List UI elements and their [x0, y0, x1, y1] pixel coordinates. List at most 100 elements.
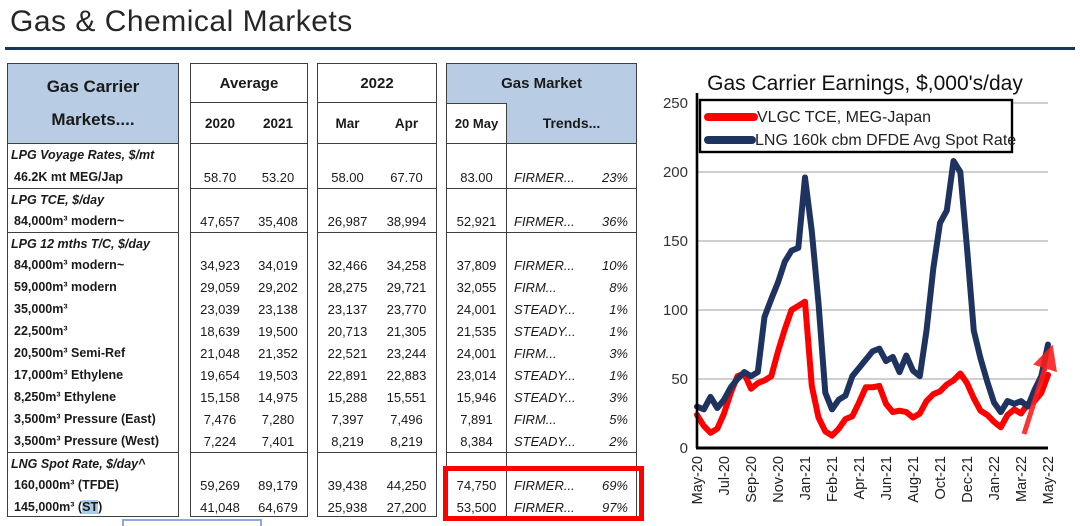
x-axis-tick: Jun-21 [879, 456, 895, 500]
header-2022: 2022 [318, 64, 436, 103]
item-row-label: 3,500m³ Pressure (West) [8, 430, 178, 452]
gas-carrier-earnings-chart: 0 50 100 150 200 250 May-20 Jul-20 Sep-20 Nov-20 J… [650, 60, 1080, 526]
trend-percent: 3% [609, 389, 628, 405]
value-cell: 34,923 [200, 257, 240, 273]
value-cell: 58.70 [203, 169, 237, 185]
item-row-label: 145,000m³ (ST) [8, 496, 178, 518]
value-cell: 53.20 [261, 169, 295, 185]
row-label: 20,500m³ Semi-Ref [14, 346, 126, 360]
value-cell: 22,521 [327, 345, 368, 361]
item-row-label: 3,500m³ Pressure (East) [8, 408, 178, 430]
value-cell: 14,975 [258, 389, 298, 405]
item-row-label: 160,000m³ (TFDE) [8, 474, 178, 496]
x-axis-tick: Nov-20 [771, 456, 787, 503]
section-row-label: LPG 12 mths T/C, $/day [8, 232, 178, 254]
gas-market-row: 23,014 STEADY... 1% [447, 364, 636, 386]
may-value-cell: 24,001 [447, 342, 507, 364]
x-axis-tick: Mar-22 [1014, 456, 1030, 502]
value-row: 47,657 35,408 [191, 210, 307, 232]
trend-text: STEADY... [514, 367, 576, 383]
value-cell: 67.70 [390, 169, 423, 185]
value-row: 7,476 7,280 [191, 408, 307, 430]
table-header-average: Average 2020 2021 [191, 64, 307, 144]
value-cell: 19,654 [200, 367, 240, 383]
trend-cell: FIRM... 5% [507, 412, 636, 427]
gas-market-row: 37,809 FIRMER... 10% [447, 254, 636, 276]
value-cell: 7,397 [331, 411, 364, 427]
trend-text: STEADY... [514, 301, 576, 317]
value-cell: 35,408 [258, 213, 298, 229]
x-axis-tick: Feb-21 [825, 456, 841, 502]
y2022-column-body: 58.00 67.70 26,987 38,994 32,466 34,258 28,275… [318, 144, 436, 518]
row-label: LPG TCE, $/day [11, 192, 105, 207]
y-axis-tick: 100 [663, 302, 688, 319]
gas-market-table: Gas Market 20 May Trends... 83.00 FIRMER.… [446, 63, 637, 518]
trend-text: FIRM... [514, 279, 557, 295]
trend-cell: STEADY... 1% [507, 368, 636, 383]
gas-carrier-markets-table: Gas Carrier Markets.... LPG Voyage Rates… [7, 63, 179, 517]
item-row-label: 46.2K mt MEG/Jap [8, 166, 178, 188]
trend-arrow [1021, 344, 1057, 435]
trend-percent: 10% [601, 257, 628, 273]
value-cell: 23,244 [386, 345, 427, 361]
value-cell: 7,224 [203, 433, 237, 449]
value-cell: 89,179 [258, 477, 298, 493]
value-cell: 21,048 [200, 345, 240, 361]
trend-percent: 1% [609, 301, 628, 317]
trend-percent: 8% [609, 279, 628, 295]
value-cell: 64,679 [258, 499, 298, 515]
trend-text: STEADY... [514, 323, 576, 339]
item-row-label: 17,000m³ Ethylene [8, 364, 178, 386]
value-row [318, 188, 436, 210]
value-cell: 23,770 [386, 301, 427, 317]
value-cell: 39,438 [327, 477, 368, 493]
trend-percent: 2% [609, 433, 628, 449]
trend-text: STEADY... [514, 389, 576, 405]
header-markets: Markets.... [51, 110, 135, 130]
item-row-label: 35,000m³ [8, 298, 178, 320]
year-2022-table: 2022 Mar Apr 58.00 67.70 26,987 38,994 32,46… [317, 63, 437, 517]
x-axis-tick: May-20 [690, 456, 706, 504]
value-cell: 22,883 [386, 367, 427, 383]
item-row-label: 84,000m³ modern~ [8, 210, 178, 232]
value-cell: 38,994 [386, 213, 427, 229]
may-value-cell: 7,891 [447, 408, 507, 430]
gas-market-row [447, 452, 636, 474]
value-row: 25,938 27,200 [318, 496, 436, 518]
value-cell: 27,200 [386, 499, 427, 515]
value-cell: 29,059 [200, 279, 240, 295]
trend-cell: FIRMER... 97% [507, 500, 636, 515]
value-row: 21,048 21,352 [191, 342, 307, 364]
value-row: 7,224 7,401 [191, 430, 307, 452]
gas-market-row: 83.00 FIRMER... 23% [447, 166, 636, 188]
value-cell: 47,657 [200, 213, 240, 229]
table-header-2022: 2022 Mar Apr [318, 64, 436, 144]
value-row [318, 144, 436, 166]
value-cell: 7,496 [390, 411, 423, 427]
trend-percent: 1% [609, 367, 628, 383]
y-axis-tick: 50 [671, 371, 688, 388]
value-row: 22,891 22,883 [318, 364, 436, 386]
value-cell: 7,401 [261, 433, 295, 449]
may-value-cell: 52,921 [447, 210, 507, 232]
table-header-gas-market: Gas Market 20 May Trends... [447, 64, 636, 144]
value-row [191, 144, 307, 166]
value-cell: 44,250 [386, 477, 427, 493]
trend-percent: 23% [601, 169, 628, 185]
value-row: 29,059 29,202 [191, 276, 307, 298]
header-gas-carrier: Gas Carrier [46, 76, 140, 96]
item-row-label: 8,250m³ Ethylene [8, 386, 178, 408]
may-value-cell [447, 233, 507, 254]
row-label: 84,000m³ modern~ [14, 258, 125, 272]
value-row: 15,158 14,975 [191, 386, 307, 408]
gas-market-row: 24,001 FIRM... 3% [447, 342, 636, 364]
page-title: Gas & Chemical Markets [10, 5, 353, 38]
trend-cell: FIRMER... 10% [507, 258, 636, 273]
value-row [318, 232, 436, 254]
y-axis-tick: 250 [663, 95, 688, 112]
section-row-label: LPG Voyage Rates, $/mt [8, 144, 178, 166]
x-axis-tick: Jan-22 [987, 456, 1003, 500]
value-cell: 15,288 [327, 389, 368, 405]
value-cell: 23,138 [258, 301, 298, 317]
